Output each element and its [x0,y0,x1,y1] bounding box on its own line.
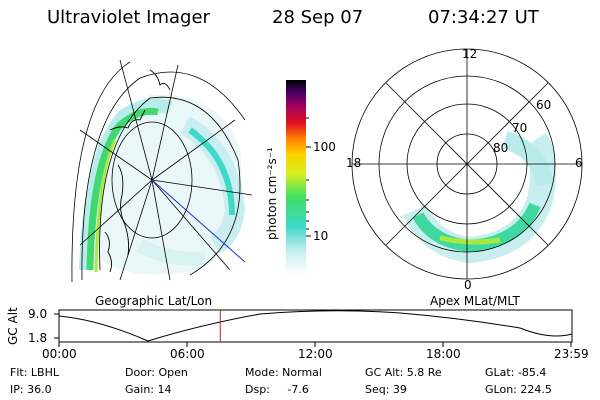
altitude-curve [58,310,573,342]
status-flt: Flt: LBHL [10,366,59,379]
mlt-label-0: 0 [464,278,472,292]
sun-direction-line [151,179,246,263]
status-gc-alt: GC Alt: 5.8 Re [365,366,442,379]
geographic-caption: Geographic Lat/Lon [95,294,213,308]
x-tick-0600: 06:00 [170,347,205,361]
status-mode: Mode: Normal [245,366,322,379]
apex-caption: Apex MLat/MLT [430,294,520,308]
altitude-tick-high: 9.0 [28,307,48,321]
time-label: 07:34:27 UT [428,7,539,28]
x-tick-2359: 23:59 [554,347,589,361]
x-tick-1200: 12:00 [298,347,333,361]
mlt-label-6: 6 [575,156,583,170]
x-tick-0000: 00:00 [42,347,77,361]
colorbar-tick-10: 10 [313,229,329,243]
status-ip: IP: 36.0 [10,383,52,396]
status-gain: Gain: 14 [125,383,172,396]
status-glat: GLat: -85.4 [485,366,547,379]
date-label: 28 Sep 07 [272,7,364,28]
polar-aurora [403,131,557,264]
colorbar-unit-label: photon cm⁻²s⁻¹ [265,147,279,240]
colorbar [286,80,306,275]
status-glon: GLon: 224.5 [485,383,552,396]
mlt-label-12: 12 [462,47,478,61]
instrument-title: Ultraviolet Imager [47,7,210,28]
colorbar-ticks [306,117,311,237]
mlat-label-60: 60 [536,98,552,112]
altitude-axis-label: GC Alt [6,307,20,345]
status-dsp: Dsp: -7.6 [245,383,309,396]
mlat-label-70: 70 [512,121,528,135]
polar-grid [351,48,583,280]
colorbar-tick-100: 100 [313,140,336,154]
status-seq: Seq: 39 [365,383,407,396]
x-tick-1800: 18:00 [426,347,461,361]
altitude-ticks [54,313,572,347]
status-door: Door: Open [125,366,188,379]
mlt-label-18: 18 [346,156,362,170]
altitude-frame [58,309,573,343]
geographic-grid [71,59,253,283]
altitude-tick-low: 1.8 [28,331,48,345]
geographic-map [79,94,246,275]
mlat-label-80: 80 [493,141,509,155]
